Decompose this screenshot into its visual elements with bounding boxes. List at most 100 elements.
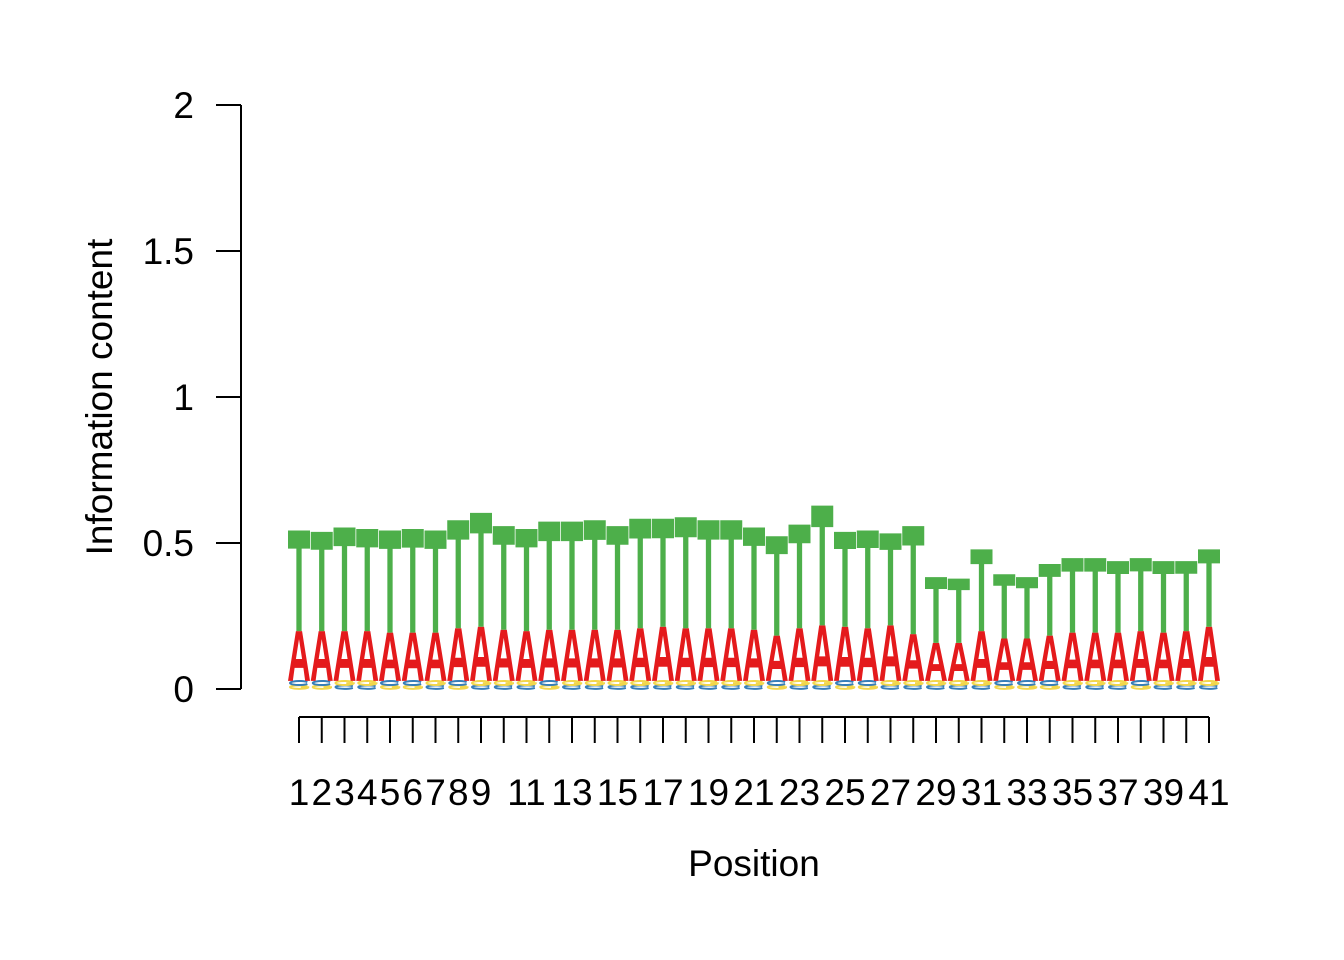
y-tick-label: 1.5 [143,231,194,272]
logo-stack [424,530,447,688]
glyph-G [358,681,376,685]
glyph-T [1198,549,1220,627]
logo-stack [811,505,834,689]
x-tick-label: 8 [448,772,469,813]
glyph-A [538,629,561,681]
logo-stack [401,528,424,689]
glyph-T [356,528,379,632]
glyph-A [720,628,743,681]
glyph-G [1086,681,1104,685]
logo-stack [788,524,811,689]
glyph-T [333,527,356,632]
glyph-A [310,631,333,681]
glyph-G [426,681,444,685]
glyph-A [1152,632,1175,681]
logo-stack [1129,558,1152,689]
logo-stack [561,521,583,689]
glyph-A [970,631,993,681]
x-tick-label: 3 [334,772,355,813]
glyph-A [1061,632,1084,681]
glyph-T [538,521,561,630]
logo-stack [925,577,947,689]
glyph-A [333,631,356,681]
glyph-G [1177,681,1195,685]
glyph-G [495,681,513,685]
logo-stack [697,520,720,689]
glyph-A [1198,626,1220,681]
glyph-T [1175,561,1198,632]
glyph-G [654,681,672,685]
logo-stack [606,526,629,689]
glyph-T [470,512,492,627]
logo-stack [356,528,379,689]
glyph-G [927,681,945,685]
y-tick-label: 1 [173,377,194,418]
glyph-A [470,626,492,681]
x-tick-label: 35 [1052,772,1093,813]
logo-stack [1107,561,1129,689]
glyph-G [699,681,717,685]
logo-stack [515,528,538,689]
logo-stack [834,531,856,689]
x-tick-label: 15 [597,772,638,813]
logo-stack [470,512,492,689]
glyph-T [697,520,720,629]
glyph-A [1107,632,1129,681]
x-tick-label: 29 [915,772,956,813]
logo-stack [492,526,515,689]
logo-stack [1038,564,1061,689]
glyph-A [811,625,834,681]
x-tick-label: 31 [961,772,1002,813]
glyph-A [925,642,947,681]
logo-stack [1084,558,1107,689]
glyph-C [768,681,785,685]
glyph-G [1063,681,1081,685]
glyph-T [765,536,788,636]
glyph-T [1107,561,1129,633]
x-tick-label: 2 [311,772,332,813]
glyph-G [1154,681,1172,685]
glyph-T [902,526,925,635]
glyph-T [1152,561,1175,633]
glyph-G [608,681,626,685]
glyph-C [381,681,398,685]
glyph-C [404,681,421,685]
logo-stack [970,549,993,688]
logo-stack [333,527,356,689]
glyph-T [720,520,743,629]
logo-stack [720,520,743,689]
glyph-T [811,505,834,626]
glyph-A [993,638,1016,681]
glyph-A [356,631,379,681]
x-tick-label: 11 [507,772,545,813]
logo-stack [1016,577,1038,689]
logo-stack [629,518,652,689]
glyph-A [834,626,856,681]
logo-stack [902,526,925,689]
y-tick-label: 2 [173,85,194,126]
glyph-G [586,681,604,685]
glyph-G [972,681,990,685]
logo-stack [1061,558,1084,689]
glyph-G [1200,681,1218,685]
glyph-A [583,629,606,681]
glyph-T [993,574,1016,639]
glyph-T [1061,558,1084,633]
glyph-G [677,681,695,685]
glyph-T [856,530,879,629]
glyph-T [925,577,947,643]
logo-stack [765,536,788,689]
y-tick-label: 0.5 [143,523,194,564]
x-tick-label: 21 [733,772,774,813]
glyph-T [424,530,447,633]
glyph-T [970,549,993,632]
glyph-A [1129,631,1152,681]
glyph-T [674,517,697,629]
glyph-G [881,681,899,685]
glyph-G [563,681,581,685]
x-tick-label: 4 [357,772,378,813]
glyph-G [722,681,740,685]
logo-stack [1175,561,1198,689]
glyph-T [879,533,902,626]
logo-stack [674,517,697,689]
